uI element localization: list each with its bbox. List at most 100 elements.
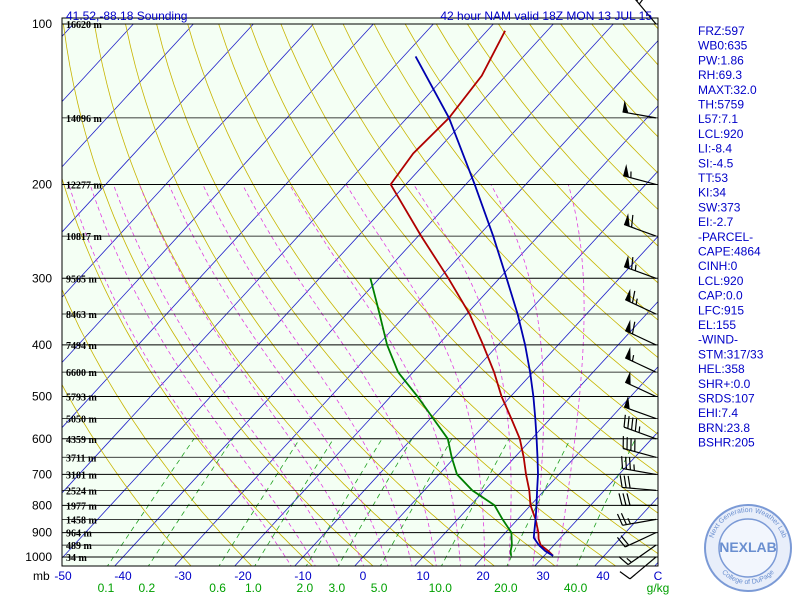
dry-adiabat-line [435, 23, 658, 284]
wind-barb [616, 532, 657, 548]
pressure-tick-label: 900 [32, 526, 52, 540]
mixing-ratio-line [379, 438, 453, 566]
index-value: LCL:920 [698, 127, 744, 141]
dry-adiabat-line [62, 177, 313, 566]
wind-barb [619, 475, 657, 492]
height-level-label: 1458 m [66, 515, 98, 526]
wind-barbs [616, 0, 657, 580]
height-level-label: 5793 m [66, 393, 98, 404]
height-level-label: 2524 m [66, 486, 98, 497]
temperature-tick-label: -10 [294, 569, 312, 583]
pressure-tick-label: 300 [32, 271, 52, 285]
dry-adiabat-line [404, 23, 658, 321]
temperature-tick-label: -40 [114, 569, 132, 583]
pressure-tick-label: 700 [32, 467, 52, 481]
pressure-tick-label: 400 [32, 338, 52, 352]
dry-adiabat-line [62, 383, 192, 566]
index-value: CAP:0.0 [698, 289, 743, 303]
wind-barb [623, 414, 657, 440]
height-level-label: 6600 m [66, 368, 98, 379]
mixing-ratio-line [218, 438, 301, 566]
index-value: SI:-4.5 [698, 156, 734, 170]
moist-adiabat-line [139, 184, 365, 566]
temperature-tick-label: 30 [536, 569, 550, 583]
dry-adiabat-line [62, 288, 253, 566]
isotherm-line [114, 23, 614, 566]
wind-barb [621, 456, 657, 476]
pressure-tick-label: 500 [32, 390, 52, 404]
mixing-ratio-line [254, 438, 334, 566]
height-level-label: 1977 m [66, 501, 98, 512]
index-value: BRN:23.8 [698, 421, 750, 435]
wind-barb [624, 288, 657, 315]
index-value: HEL:358 [698, 362, 745, 376]
dry-adiabat-line [156, 23, 556, 566]
index-value: RH:69.3 [698, 68, 742, 82]
logo-text: NEXLAB [719, 539, 777, 555]
height-level-label: 3711 m [66, 453, 97, 464]
height-level-label: 12277 m [66, 180, 103, 191]
wind-barb [619, 556, 657, 580]
mixing-ratio-label: 3.0 [328, 581, 345, 595]
mixing-ratio-label: 0.2 [139, 581, 156, 595]
moist-adiabat-line [490, 184, 545, 566]
parcel-profile-line [414, 55, 554, 557]
isotherm-line [474, 366, 658, 566]
index-value: SW:373 [698, 200, 741, 214]
dry-adiabat-line [187, 23, 617, 566]
moist-adiabat-line [202, 184, 413, 566]
mixing-ratio-label: 1.0 [245, 581, 262, 595]
wind-barb [624, 319, 657, 346]
height-level-label: 5050 m [66, 415, 98, 426]
dry-adiabat-line [63, 23, 374, 566]
logo-inner-ring [718, 518, 778, 578]
sounding-location: 41.52,-88.18 Sounding [66, 9, 187, 23]
wind-barb [624, 371, 657, 398]
isotherm-line [414, 300, 658, 566]
wind-barb [618, 493, 656, 506]
temperature-tick-label: -20 [234, 569, 252, 583]
index-value: EHI:7.4 [698, 406, 738, 420]
isotherm-line [62, 23, 434, 429]
mixing-ratio-line [506, 438, 571, 566]
indices-panel: FRZ:597WB0:635PW:1.86RH:69.3MAXT:32.0TH:… [698, 24, 764, 450]
isotherm-line [62, 23, 314, 298]
height-level-label: 4359 m [66, 435, 98, 446]
isotherm-line [354, 235, 658, 566]
index-value: FRZ:597 [698, 24, 745, 38]
height-level-label: 964 m [66, 529, 93, 540]
height-level-label: 16620 m [66, 20, 103, 31]
mixing-ratio-label: 2.0 [297, 581, 314, 595]
mixing-ratio-line [305, 438, 383, 566]
height-level-label: 14096 m [66, 114, 103, 125]
isotherm-line [234, 105, 658, 566]
index-value: PW:1.86 [698, 53, 744, 67]
wind-barb [623, 213, 657, 237]
mixing-ratio-label: 0.6 [209, 581, 226, 595]
index-value: KI:34 [698, 186, 726, 200]
index-value: CAPE:4864 [698, 245, 761, 259]
pressure-tick-label: 100 [32, 17, 52, 31]
index-value: SHR+:0.0 [698, 377, 751, 391]
index-value: LFC:915 [698, 303, 744, 317]
valid-time: 42 hour NAM valid 18Z MON 13 JUL 15 [440, 9, 652, 23]
wind-barb [623, 164, 657, 186]
temperature-tick-label: -50 [54, 569, 72, 583]
isotherm-line [174, 40, 658, 566]
height-level-label: 10817 m [66, 232, 103, 243]
index-value: -WIND- [698, 333, 738, 347]
index-value: CINH:0 [698, 259, 738, 273]
temperature-tick-label: 40 [596, 569, 610, 583]
dry-adiabat-line [249, 23, 658, 514]
index-value: MAXT:32.0 [698, 83, 757, 97]
mixing-ratio-label: 5.0 [371, 581, 388, 595]
moist-adiabat-line [113, 184, 340, 566]
dry-adiabat-line [311, 23, 658, 435]
moist-adiabat-line [68, 184, 292, 566]
moist-adiabat-line [413, 184, 512, 566]
moist-adiabat-line [168, 184, 389, 566]
moist-adiabat-line [345, 184, 486, 566]
isotherm-line [62, 23, 374, 364]
wind-barb [623, 255, 657, 279]
mixing-ratio-line [337, 438, 413, 566]
